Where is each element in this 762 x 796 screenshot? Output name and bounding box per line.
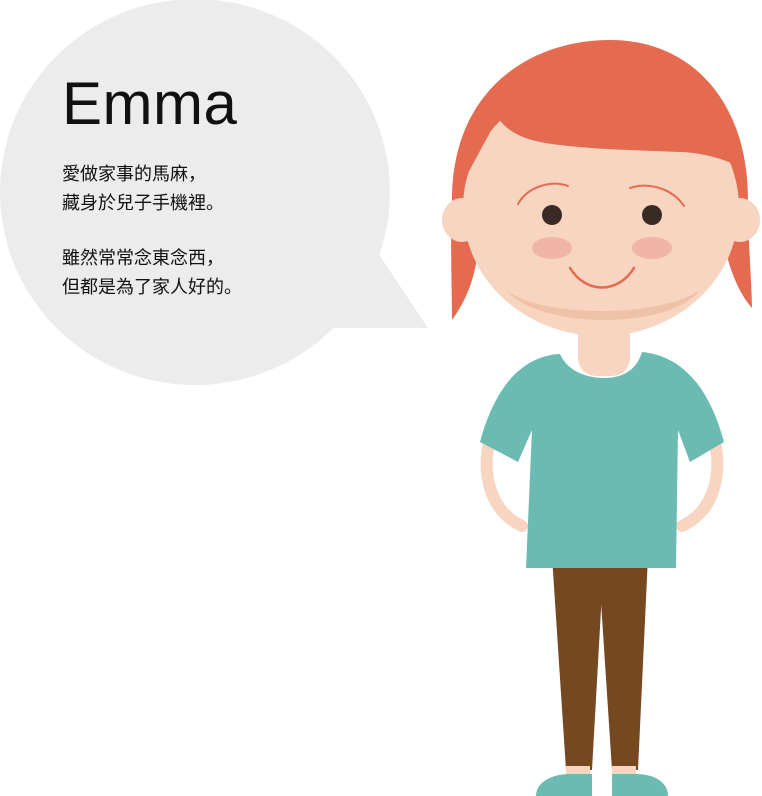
right-cheek	[632, 237, 672, 259]
character-emma	[442, 40, 760, 796]
left-shoe	[536, 774, 592, 796]
shirt	[480, 352, 724, 568]
hair-bangs	[462, 60, 745, 185]
description-line: 愛做家事的馬麻，	[62, 164, 206, 185]
left-pant-leg	[552, 556, 604, 770]
speech-bubble-content: Emma 愛做家事的馬麻， 藏身於兒子手機裡。 雖然常常念東念西， 但都是為了家…	[62, 72, 362, 328]
left-eye	[542, 205, 562, 225]
description-line: 藏身於兒子手機裡。	[62, 193, 224, 214]
right-shoe	[612, 774, 668, 796]
description-paragraph-2: 雖然常常念東念西， 但都是為了家人好的。	[62, 244, 362, 302]
description-paragraph-1: 愛做家事的馬麻， 藏身於兒子手機裡。	[62, 160, 362, 218]
description-line: 雖然常常念東念西，	[62, 248, 224, 269]
right-eye	[642, 205, 662, 225]
speech-bubble-body	[0, 0, 390, 385]
right-eyebrow	[629, 184, 685, 207]
speech-bubble	[0, 0, 428, 385]
chin-shadow	[506, 290, 700, 320]
right-pant-leg	[598, 556, 648, 770]
speech-bubble-tail	[330, 244, 428, 328]
description-line: 但都是為了家人好的。	[62, 277, 242, 298]
left-cheek	[532, 237, 572, 259]
smile-mouth	[568, 266, 636, 289]
left-eyebrow	[517, 182, 569, 205]
character-name: Emma	[62, 70, 238, 137]
